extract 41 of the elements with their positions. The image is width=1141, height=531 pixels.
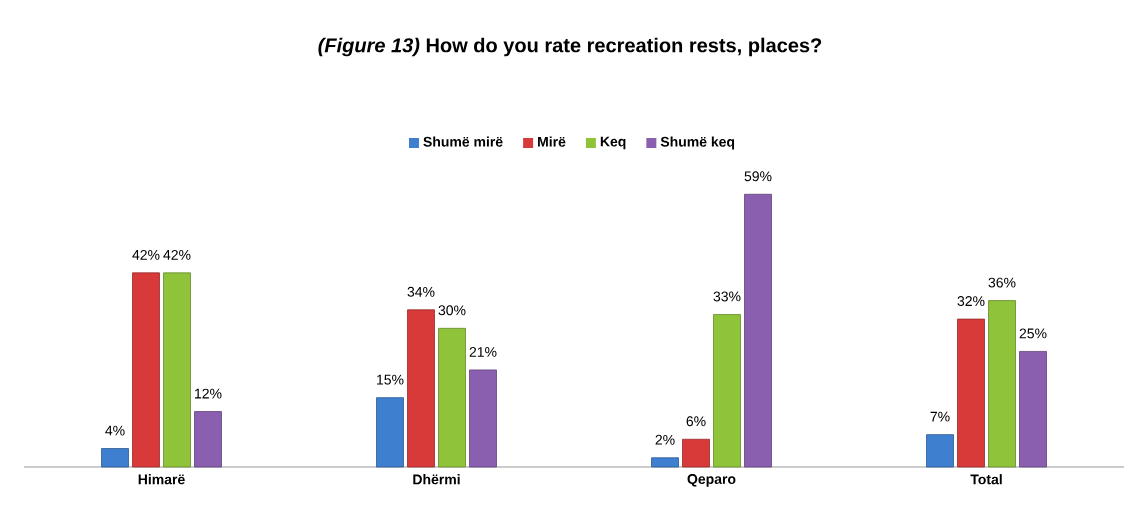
bar xyxy=(376,397,404,468)
data-label: 2% xyxy=(655,434,675,445)
bar xyxy=(988,300,1016,468)
bar xyxy=(744,193,772,468)
data-label: 42% xyxy=(163,249,191,260)
legend-label: Shumë mirë xyxy=(423,136,503,147)
data-label: 32% xyxy=(957,296,985,306)
data-label: 4% xyxy=(105,425,125,436)
data-label: 6% xyxy=(686,416,706,427)
x-tick-label: Qeparo xyxy=(687,474,736,487)
data-label: 15% xyxy=(377,374,404,385)
bar xyxy=(101,448,129,468)
data-label: 42% xyxy=(132,249,160,260)
data-label: 21% xyxy=(469,347,497,357)
bar xyxy=(957,318,985,468)
x-tick-label: Dhërmi xyxy=(413,474,460,485)
legend-label: Mirë xyxy=(538,136,566,147)
x-tick-label: Himarë xyxy=(138,474,185,485)
bar xyxy=(132,272,160,468)
x-tick-label: Total xyxy=(970,474,1002,485)
data-label: 59% xyxy=(744,171,772,182)
bar xyxy=(438,327,466,468)
bar xyxy=(194,411,222,468)
data-label: 36% xyxy=(988,277,1016,288)
bar xyxy=(469,369,497,468)
bar xyxy=(651,457,679,468)
data-label: 30% xyxy=(438,305,466,316)
bar xyxy=(407,309,435,468)
legend-label: Keq xyxy=(600,136,626,150)
chart-title: (Figure 13) How do you rate recreation rests, places? xyxy=(318,37,822,57)
bar xyxy=(163,272,191,468)
data-label: 12% xyxy=(195,388,222,399)
data-label: 33% xyxy=(713,291,741,302)
bar xyxy=(713,314,741,468)
legend-label: Shumë keq xyxy=(660,136,735,150)
data-label: 7% xyxy=(930,411,950,422)
bar xyxy=(682,438,710,468)
bar xyxy=(926,434,954,468)
bar xyxy=(1019,351,1047,468)
data-label: 34% xyxy=(407,286,435,297)
data-label: 25% xyxy=(1019,328,1047,339)
